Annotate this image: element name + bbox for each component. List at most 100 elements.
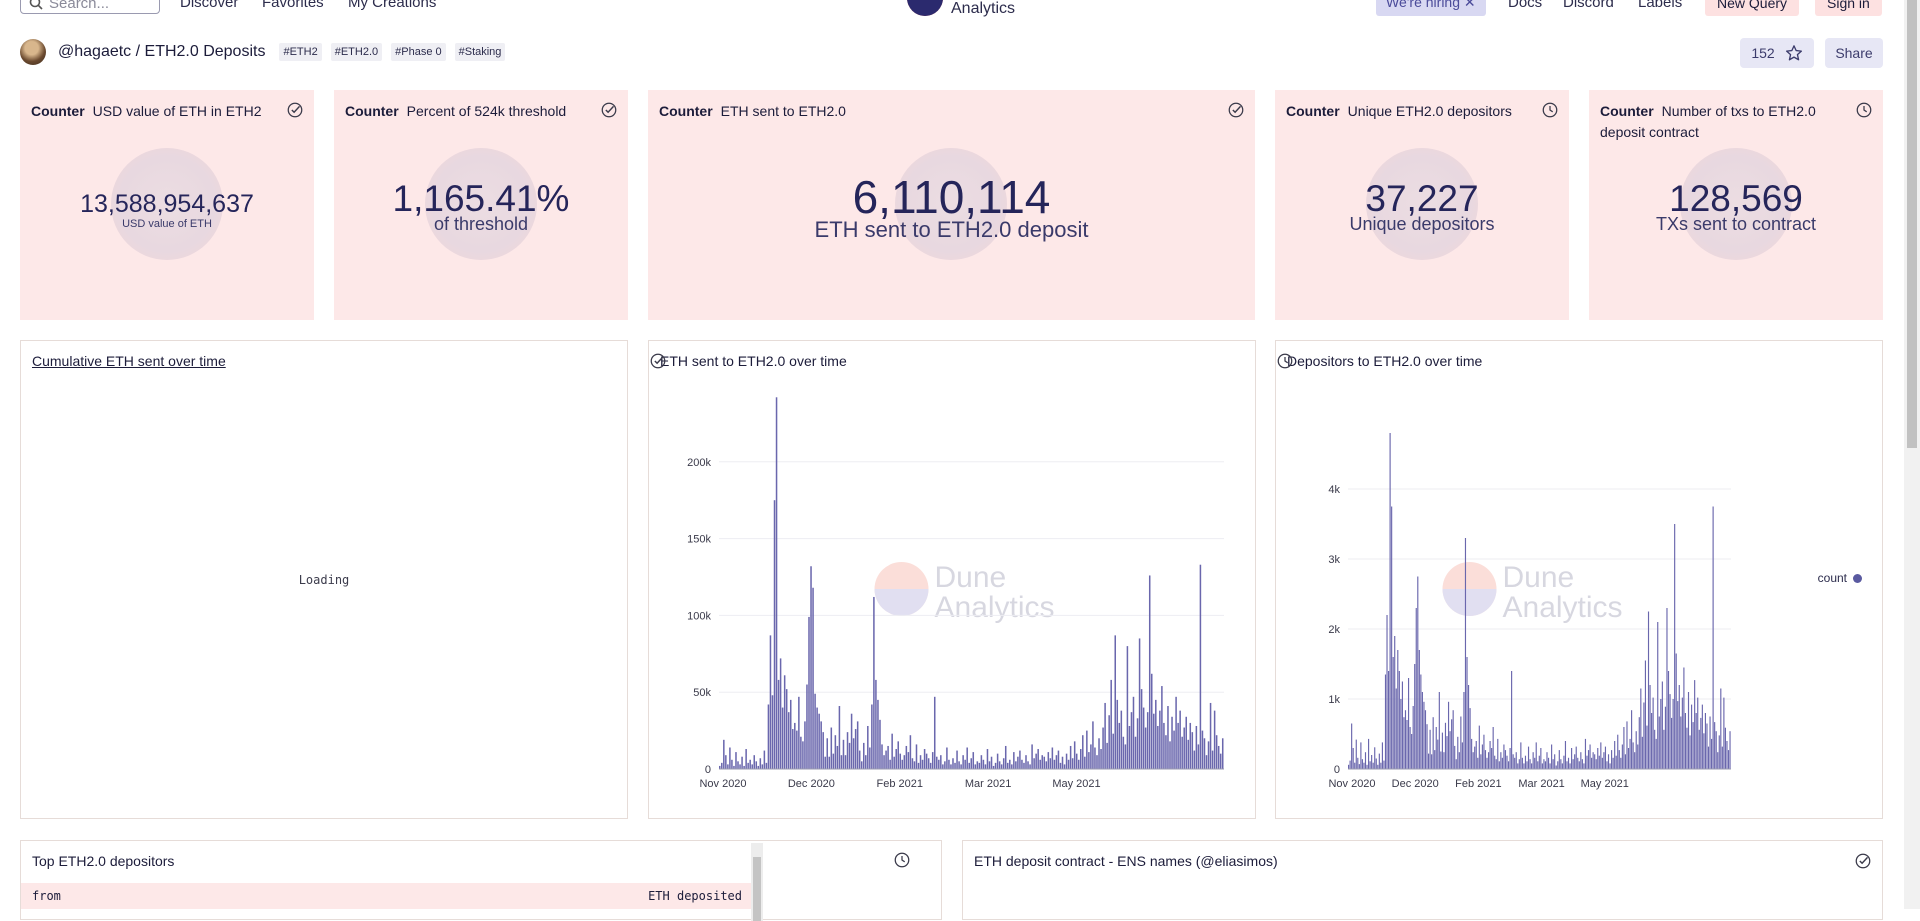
tag-eth2[interactable]: #ETH2 [279,43,322,61]
bar [1438,692,1440,769]
more-menu-icon[interactable]: ··· [460,0,475,7]
page-scrollbar[interactable] [1904,0,1920,909]
avatar[interactable] [20,39,46,65]
column-header-from[interactable]: from [32,889,61,903]
bar [1134,736,1137,769]
nav-docs[interactable]: Docs [1508,0,1543,11]
bar [1635,731,1637,769]
bar [1146,712,1149,769]
bar [1386,615,1388,769]
bar [1029,764,1031,769]
bar [1657,622,1659,769]
bar [1377,764,1379,769]
bar [1069,745,1072,769]
bar [1601,757,1603,769]
counter-circle [895,148,1007,260]
panel-title[interactable]: ETH deposit contract - ENS names (@elias… [974,853,1278,869]
bar [901,759,904,769]
nav-my-creations[interactable]: My Creations [348,0,437,11]
bar [1077,759,1080,769]
bar [895,749,897,769]
check-circle-icon [1228,102,1244,118]
bar [1704,713,1706,769]
share-button[interactable]: Share [1825,38,1883,68]
bar [1213,710,1216,769]
bar [832,753,835,769]
bar [867,725,869,769]
new-query-button[interactable]: New Query [1705,0,1800,16]
counter-title[interactable]: ETH sent to ETH2.0 [720,103,846,119]
search-input[interactable]: Search... [20,0,160,14]
nav-favorites[interactable]: Favorites [262,0,324,11]
bar [1680,716,1682,769]
panel-top-depositors: Top ETH2.0 depositors from ETH deposited [20,840,942,921]
table-scroll-thumb[interactable] [753,857,761,921]
counter-title[interactable]: Unique ETH2.0 depositors [1347,103,1512,119]
counter-title[interactable]: USD value of ETH in ETH2 [92,103,262,119]
bar [1526,761,1528,769]
bar [1518,759,1520,769]
panel-title-link[interactable]: Cumulative ETH sent over time [32,353,226,369]
bar [1084,756,1086,769]
bar [1489,741,1491,769]
dune-logo-icon[interactable] [906,0,944,18]
close-icon[interactable]: ✕ [1463,0,1476,10]
logo-text[interactable]: Analytics [951,0,1016,17]
bar [998,761,1001,769]
bar [909,735,912,769]
bar [877,699,879,769]
bar [889,759,891,769]
tag-staking[interactable]: #Staking [454,43,506,61]
hiring-badge[interactable]: We're hiring ✕ [1376,0,1486,16]
column-header-eth-deposited[interactable]: ETH deposited [648,889,742,903]
panel-title[interactable]: Depositors to ETH2.0 over time [1287,353,1483,369]
bar [990,756,993,769]
bar [1517,763,1519,769]
page-scroll-thumb[interactable] [1907,0,1917,448]
bar [1572,759,1574,769]
counter-subtitle: USD value of ETH [122,218,212,230]
bar [779,658,782,769]
bar [1185,716,1187,769]
bar [1480,754,1482,769]
tag-eth20[interactable]: #ETH2.0 [330,43,383,61]
bar [1543,759,1545,769]
bar [1715,731,1717,769]
bar [1440,751,1442,769]
star-button[interactable]: 152 [1740,38,1814,68]
bar [1418,650,1420,769]
bar [972,752,975,769]
counter-title[interactable]: Number of txs to ETH2.0 deposit contract [1600,103,1816,140]
x-tick-label: Feb 2021 [1455,778,1501,790]
chart-legend[interactable]: count [1818,571,1862,585]
bar [869,747,871,769]
bar [755,761,758,769]
bar [1027,761,1029,769]
bar [1348,764,1350,769]
bar [1509,748,1511,769]
sign-in-button[interactable]: Sign in [1815,0,1882,16]
bar [1039,759,1041,769]
bar [1057,750,1060,769]
bar [1492,727,1494,769]
nav-labels[interactable]: Labels [1638,0,1683,11]
nav-discord[interactable]: Discord [1563,0,1614,11]
bar [1538,755,1540,769]
dashboard-title: @hagaetc / ETH2.0 Deposits [58,43,266,60]
bar [881,744,883,769]
bar [802,741,804,769]
clock-icon [1542,102,1558,118]
bar [1484,750,1487,769]
tag-phase0[interactable]: #Phase 0 [391,43,446,61]
table-scrollbar[interactable] [751,843,763,921]
bar [826,738,829,769]
counter-title[interactable]: Percent of 524k threshold [406,103,567,119]
panel-title[interactable]: ETH sent to ETH2.0 over time [660,353,847,369]
bar [1667,671,1670,769]
bar [875,679,877,769]
bar [1354,762,1356,769]
bar [1051,747,1054,769]
nav-discover[interactable]: Discover [180,0,239,11]
panel-title[interactable]: Top ETH2.0 depositors [32,853,175,869]
